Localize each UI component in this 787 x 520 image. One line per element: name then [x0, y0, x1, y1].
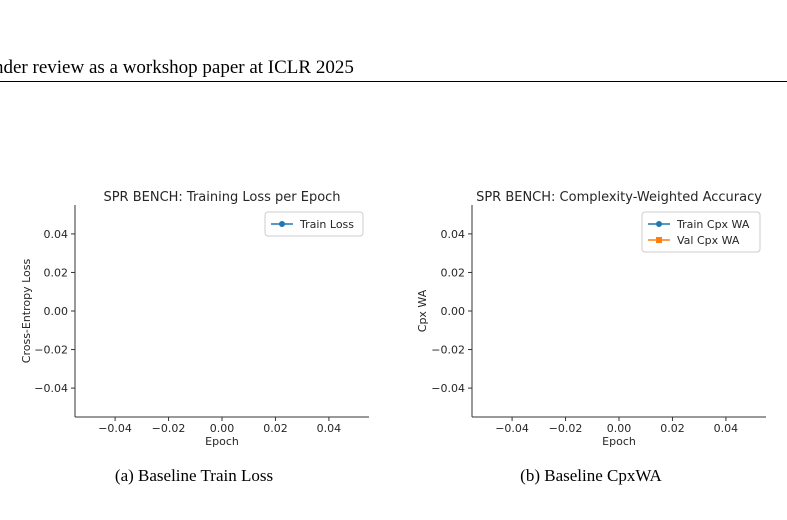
x-tick-label: −0.02: [549, 422, 583, 435]
y-tick-label: 0.00: [44, 305, 69, 318]
y-tick-label: −0.04: [431, 382, 465, 395]
y-tick-label: 0.04: [441, 228, 466, 241]
legend-label-1: Train Cpx WA: [676, 218, 750, 231]
header-rule: [0, 81, 787, 82]
x-tick-label: 0.02: [263, 422, 288, 435]
x-tick-label: 0.00: [607, 422, 632, 435]
chart-title: SPR BENCH: Training Loss per Epoch: [103, 190, 340, 205]
chart-panel-2: SPR BENCH: Complexity-Weighted Accuracy −…: [416, 190, 766, 448]
x-tick-label: 0.04: [714, 422, 739, 435]
x-tick-label: −0.04: [98, 422, 132, 435]
x-tick-label: −0.04: [495, 422, 529, 435]
y-tick-label: −0.02: [431, 344, 465, 357]
chart-title: SPR BENCH: Complexity-Weighted Accuracy: [476, 190, 762, 205]
y-tick-label: −0.02: [34, 344, 68, 357]
legend-marker-1: [279, 221, 285, 227]
y-tick-label: 0.04: [44, 228, 69, 241]
chart-panel-1: SPR BENCH: Training Loss per Epoch −0.04 −…: [20, 190, 369, 448]
x-tick-label: 0.00: [210, 422, 235, 435]
running-header: nder review as a workshop paper at ICLR …: [0, 57, 354, 78]
y-tick-label: 0.02: [441, 266, 466, 279]
legend-box: [264, 211, 364, 237]
legend-marker-2: [656, 237, 662, 243]
y-tick-label: 0.00: [441, 305, 466, 318]
y-tick-label: −0.04: [34, 382, 68, 395]
legend-box: [641, 211, 761, 253]
x-tick-label: 0.02: [660, 422, 685, 435]
caption-b: (b) Baseline CpxWA: [520, 466, 662, 485]
x-axis-label: Epoch: [602, 435, 636, 448]
caption-a: (a) Baseline Train Loss: [114, 466, 274, 485]
legend-marker-1: [656, 221, 662, 227]
x-tick-label: −0.02: [152, 422, 186, 435]
x-tick-label: 0.04: [317, 422, 342, 435]
y-axis-label: Cross-Entropy Loss: [20, 258, 33, 363]
legend-label-1: Train Loss: [299, 218, 354, 231]
x-axis-label: Epoch: [205, 435, 239, 448]
legend-label-2: Val Cpx WA: [677, 234, 740, 247]
y-tick-label: 0.02: [44, 266, 69, 279]
y-axis-label: Cpx WA: [416, 289, 429, 332]
